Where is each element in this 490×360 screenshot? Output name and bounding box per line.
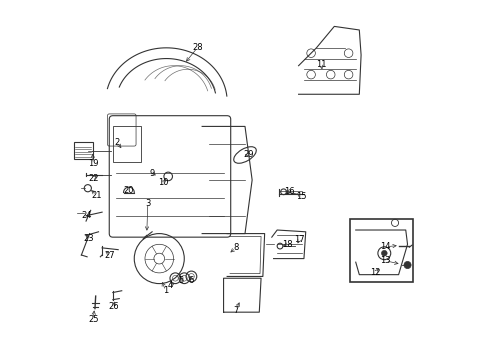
Text: 2: 2 <box>115 138 120 147</box>
Bar <box>350 219 413 282</box>
Text: 6: 6 <box>189 275 194 284</box>
Text: 23: 23 <box>83 234 94 243</box>
Text: 4: 4 <box>168 281 172 290</box>
Text: 3: 3 <box>145 199 150 208</box>
Text: 15: 15 <box>296 192 307 201</box>
Text: 7: 7 <box>233 306 239 315</box>
Text: 17: 17 <box>294 235 305 244</box>
Text: 16: 16 <box>284 186 294 195</box>
Text: 14: 14 <box>380 242 391 251</box>
Text: 12: 12 <box>370 268 381 277</box>
Text: 22: 22 <box>88 174 98 183</box>
Text: 25: 25 <box>88 315 98 324</box>
Text: 24: 24 <box>82 211 92 220</box>
Circle shape <box>381 250 387 256</box>
Text: 5: 5 <box>178 275 183 284</box>
Text: 21: 21 <box>92 190 102 199</box>
Text: 20: 20 <box>123 185 133 194</box>
Bar <box>74 143 93 158</box>
Circle shape <box>404 261 411 269</box>
Text: 19: 19 <box>88 159 98 168</box>
Bar <box>113 126 142 162</box>
Text: 1: 1 <box>163 286 169 295</box>
Text: 27: 27 <box>105 251 115 260</box>
Text: 29: 29 <box>244 150 254 159</box>
Text: 10: 10 <box>158 177 169 186</box>
Text: 8: 8 <box>233 243 239 252</box>
Text: 18: 18 <box>282 240 293 249</box>
Text: 13: 13 <box>380 256 391 265</box>
Text: 26: 26 <box>109 302 119 311</box>
Text: 28: 28 <box>193 42 203 51</box>
Text: 9: 9 <box>149 169 155 178</box>
Text: 11: 11 <box>316 60 326 69</box>
